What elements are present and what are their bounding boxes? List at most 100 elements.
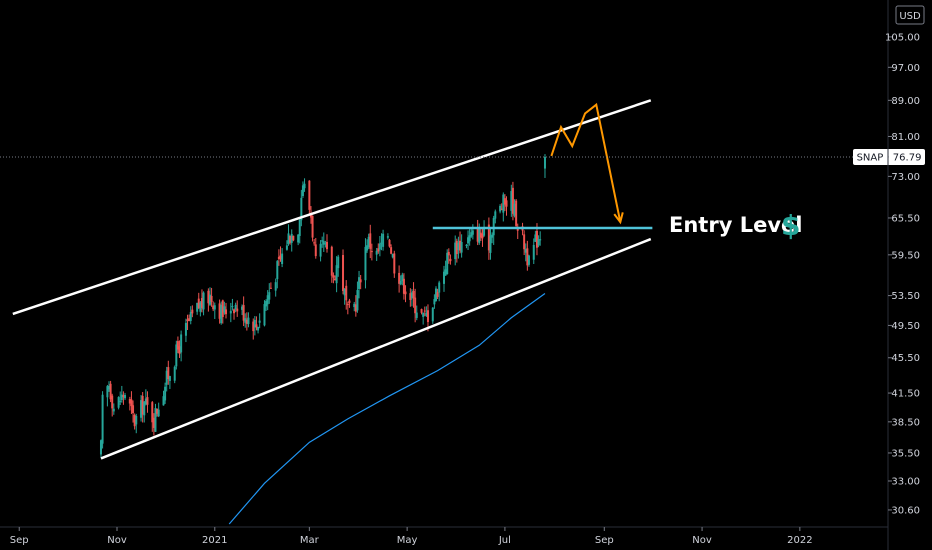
candle: [364, 238, 367, 289]
candle: [438, 280, 441, 302]
candle: [200, 289, 203, 313]
candle: [186, 314, 189, 331]
candle: [300, 189, 303, 227]
candle: [241, 304, 244, 316]
candle: [287, 224, 290, 246]
candle: [244, 313, 247, 328]
candle: [128, 396, 131, 411]
time-tick-label: Sep: [10, 535, 29, 546]
time-tick-label: 2022: [787, 535, 812, 546]
candle: [234, 302, 237, 313]
candle: [274, 278, 277, 297]
time-tick-label: Mar: [300, 535, 320, 546]
candle: [524, 243, 527, 262]
candle: [258, 313, 261, 329]
candle: [252, 318, 255, 340]
candle: [499, 204, 502, 214]
candle: [164, 382, 167, 404]
candle: [314, 237, 317, 259]
candle: [422, 312, 425, 325]
dollar-sign-icon: $: [781, 209, 800, 242]
candle: [500, 203, 503, 211]
moving-average-layer: [228, 292, 546, 525]
candle: [489, 226, 492, 260]
currency-button[interactable]: USD: [895, 5, 925, 25]
candle: [156, 408, 159, 417]
annotation-layer: Entry Level $: [669, 209, 802, 242]
candle: [130, 391, 133, 414]
candle: [197, 292, 200, 310]
candle: [401, 272, 404, 286]
candle: [491, 232, 494, 244]
candle: [449, 254, 452, 265]
time-tick-label: Nov: [692, 535, 712, 546]
candle: [223, 301, 226, 315]
entry-level-label: Entry Level: [669, 213, 802, 237]
time-axis[interactable]: Sep Nov 2021 Mar May Jul Sep Nov 2022: [0, 526, 888, 546]
upper-channel-line[interactable]: [12, 99, 652, 316]
candle: [436, 288, 439, 300]
candle: [189, 306, 192, 325]
candle: [188, 314, 191, 322]
candle: [285, 240, 288, 251]
candle: [348, 298, 351, 308]
last-price-layer: SNAP · 76.79: [0, 148, 925, 165]
candle: [290, 229, 293, 252]
currency-label: USD: [899, 11, 921, 22]
candle: [465, 244, 468, 249]
candle: [467, 230, 470, 251]
candle: [112, 403, 115, 415]
candle: [151, 400, 154, 432]
price-tick-label: 59.50: [891, 250, 920, 261]
lower-channel-line[interactable]: [100, 237, 652, 460]
candle: [334, 275, 337, 281]
candle: [443, 265, 445, 292]
price-tick-label: 65.50: [891, 213, 920, 224]
candle: [311, 215, 314, 242]
last-price-badge-label: SNAP · 76.79: [857, 152, 922, 163]
candle: [487, 217, 490, 260]
price-axis[interactable]: 105.00 97.00 89.00 81.00 73.00 65.50 59.50 53.5…: [885, 0, 920, 550]
candle: [268, 283, 271, 304]
candle: [425, 306, 428, 318]
candle: [510, 184, 513, 217]
candle: [415, 305, 418, 321]
candle: [124, 392, 127, 401]
projection-path[interactable]: [550, 102, 622, 223]
candle: [342, 249, 345, 295]
candle: [303, 178, 306, 192]
candle: [184, 318, 187, 343]
candle: [532, 238, 535, 265]
candle: [345, 280, 348, 310]
candle: [313, 238, 316, 246]
candle: [99, 439, 102, 459]
candle: [398, 265, 401, 293]
candle: [221, 299, 224, 324]
candle: [481, 227, 484, 247]
candle: [543, 154, 546, 178]
candle: [225, 302, 228, 319]
candle: [233, 308, 236, 320]
candle: [324, 240, 327, 248]
candle: [289, 235, 292, 245]
candle: [297, 234, 300, 246]
candle: [468, 227, 471, 246]
candle: [503, 194, 506, 212]
candle: [196, 302, 199, 315]
candle: [266, 290, 269, 311]
candle: [337, 254, 340, 277]
time-tick-label: May: [397, 535, 418, 546]
candle: [409, 288, 412, 307]
candle: [119, 391, 122, 405]
candle: [301, 181, 304, 198]
candle: [370, 243, 373, 261]
candle: [353, 301, 356, 312]
candle: [167, 360, 170, 385]
candle: [257, 326, 260, 334]
candle: [165, 366, 168, 392]
candle: [479, 228, 482, 241]
candle: [527, 254, 530, 267]
candle: [180, 330, 183, 362]
